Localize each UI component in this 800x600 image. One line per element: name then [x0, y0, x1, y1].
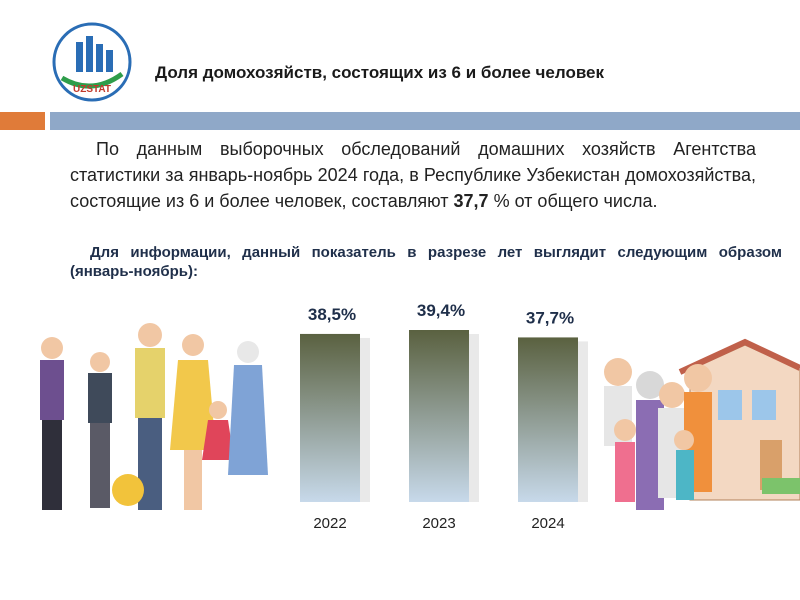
- bar-shadow: [578, 341, 588, 502]
- paragraph-highlight: 37,7: [453, 191, 489, 211]
- logo-text: UZSTAT: [73, 84, 111, 95]
- paragraph-text: % от общего числа.: [493, 191, 658, 211]
- divider-bar: [50, 112, 800, 130]
- x-tick-label: 2022: [313, 515, 346, 532]
- accent-bar: [0, 112, 45, 130]
- family-right: [604, 338, 800, 510]
- logo: UZSTAT: [52, 22, 132, 102]
- data-label: 37,7%: [526, 308, 574, 327]
- family-left: [40, 323, 268, 510]
- data-label: 39,4%: [417, 301, 465, 320]
- note: Для информации, данный показатель в разр…: [70, 244, 782, 280]
- bar: [409, 330, 469, 502]
- bar-shadow: [469, 334, 479, 502]
- paragraph-text: По данным выборочных обследований домашн…: [70, 139, 756, 211]
- x-tick-label: 2023: [422, 515, 455, 532]
- data-label: 38,5%: [308, 305, 356, 324]
- paragraph: По данным выборочных обследований домашн…: [70, 136, 756, 214]
- slide-title: Доля домохозяйств, состоящих из 6 и боле…: [155, 63, 605, 82]
- x-tick-label: 2024: [531, 515, 564, 532]
- bar-shadow: [360, 337, 370, 502]
- bar: [518, 337, 578, 502]
- bar: [300, 333, 360, 502]
